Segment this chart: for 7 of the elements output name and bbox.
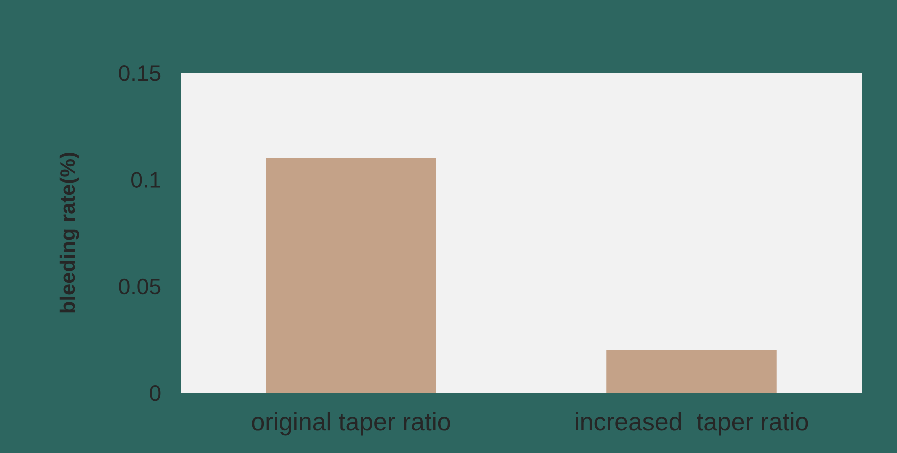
y-tick-label: 0.1: [132, 172, 160, 188]
y-tick-label: 0: [150, 386, 161, 402]
x-tick-label: increased taper ratio: [576, 412, 808, 436]
y-tick-label: 0.05: [119, 278, 161, 295]
y-tick-label: 0.15: [119, 66, 161, 82]
x-tick-label: original taper ratio: [252, 412, 450, 436]
y-axis-title: bleeding rate(%): [60, 153, 80, 313]
